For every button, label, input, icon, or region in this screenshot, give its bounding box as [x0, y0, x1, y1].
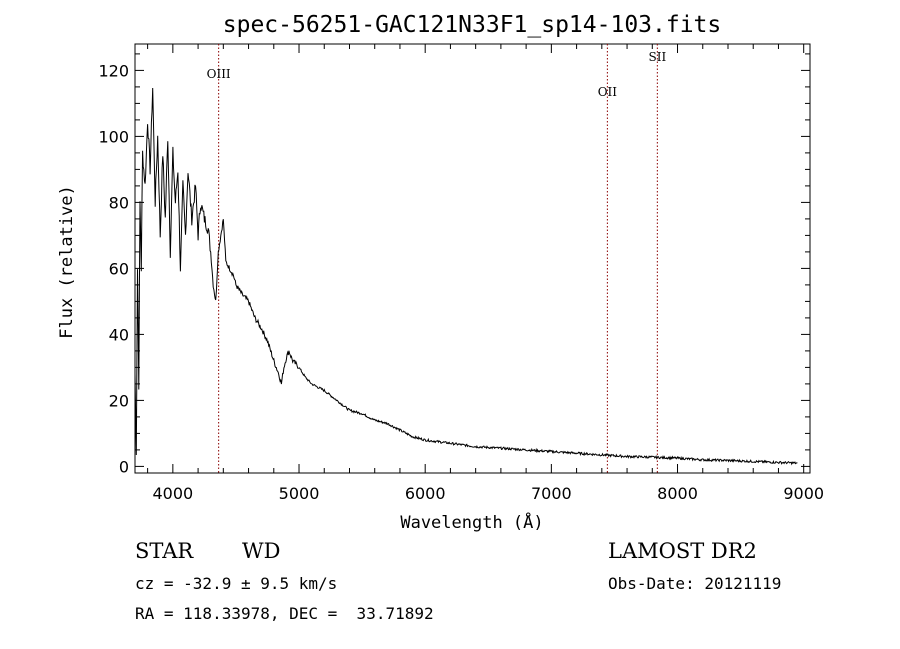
y-tick-label: 40: [109, 325, 129, 344]
y-axis-label: Flux (relative): [57, 185, 77, 339]
x-tick-label: 5000: [279, 484, 320, 503]
survey-name: LAMOST DR2: [608, 539, 757, 563]
y-axis-ticks: 0 20 40 60 80 100 120: [98, 53, 810, 476]
y-tick-label: 20: [109, 391, 129, 410]
x-axis-ticks: 4000 5000 6000 7000 8000 9000: [147, 44, 824, 503]
emission-lines: OIII OII SII: [207, 44, 666, 473]
redshift-velocity: cz = -32.9 ± 9.5 km/s: [135, 574, 338, 593]
coordinates: RA = 118.33978, DEC = 33.71892: [135, 604, 434, 623]
plot-area: [134, 43, 811, 474]
x-tick-label: 6000: [405, 484, 446, 503]
object-subclass: WD: [242, 539, 281, 563]
y-tick-label: 60: [109, 259, 129, 278]
y-tick-label: 120: [98, 61, 129, 80]
x-axis-label: Wavelength (Å): [400, 511, 543, 533]
x-tick-label: 8000: [657, 484, 698, 503]
plot-frame: [134, 43, 811, 474]
flux-line: [134, 87, 798, 466]
y-tick-label: 100: [98, 127, 129, 146]
emission-line-label: SII: [648, 50, 666, 64]
emission-line-label: OII: [598, 85, 618, 99]
emission-line-label: OIII: [207, 67, 231, 81]
flux-series: [134, 87, 798, 466]
object-class: STAR: [135, 539, 194, 563]
y-tick-label: 80: [109, 193, 129, 212]
chart-title: spec-56251-GAC121N33F1_sp14-103.fits: [223, 12, 722, 38]
observation-date: Obs-Date: 20121119: [608, 574, 782, 593]
x-tick-label: 4000: [152, 484, 193, 503]
y-tick-label: 0: [119, 457, 129, 476]
x-tick-label: 9000: [783, 484, 824, 503]
x-tick-label: 7000: [531, 484, 572, 503]
